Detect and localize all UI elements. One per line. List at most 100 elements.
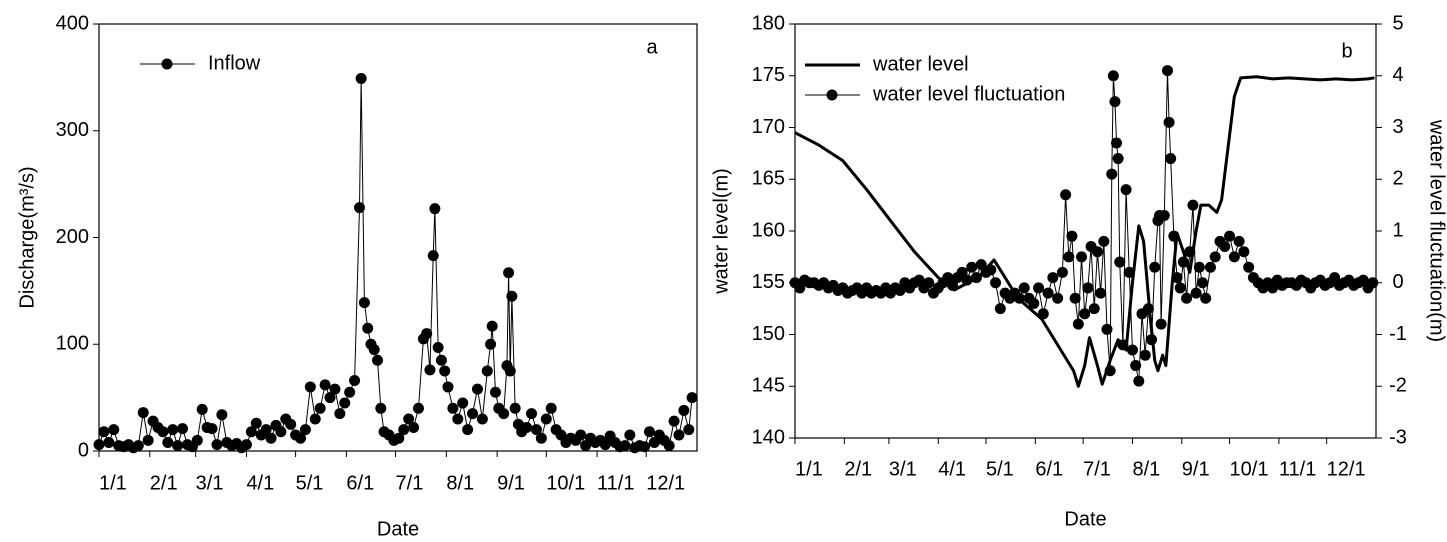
data-point (1088, 303, 1100, 315)
data-point (530, 424, 542, 436)
data-point (439, 365, 451, 377)
data-point (1060, 189, 1072, 201)
data-point (1181, 292, 1193, 304)
data-point (452, 413, 464, 425)
data-point (157, 426, 169, 438)
data-point (372, 354, 384, 366)
x-tick-label: 6/1 (346, 472, 374, 494)
data-point (1018, 282, 1030, 294)
data-point (678, 404, 690, 416)
data-point (1056, 266, 1068, 278)
data-point (1190, 287, 1202, 299)
data-point (393, 432, 405, 444)
data-point (1037, 308, 1049, 320)
data-point (93, 439, 105, 451)
data-point (314, 402, 326, 414)
series-line (794, 70, 1374, 382)
data-point (467, 408, 479, 420)
y-axis-label: water level(m) (710, 168, 732, 295)
data-point (1204, 261, 1216, 273)
data-point (1042, 287, 1054, 299)
data-point (275, 426, 287, 438)
data-point (299, 424, 311, 436)
y2-tick-label: 2 (1392, 168, 1403, 190)
data-point (329, 383, 341, 395)
data-point (1367, 277, 1379, 289)
y2-tick-label: 5 (1392, 12, 1403, 34)
legend-label: Inflow (208, 52, 261, 74)
y2-tick-label: -1 (1389, 323, 1407, 345)
plot-frame (98, 23, 698, 452)
data-point (1066, 230, 1078, 242)
y-tick-label: 140 (752, 426, 785, 448)
x-tick-label: 1/1 (795, 458, 823, 480)
x-tick-label: 4/1 (938, 458, 966, 480)
data-point (447, 402, 459, 414)
data-point (334, 408, 346, 420)
data-point (1171, 272, 1183, 284)
x-tick-label: 6/1 (1035, 458, 1063, 480)
y-tick-label: 180 (752, 12, 785, 34)
data-point (1142, 303, 1154, 315)
data-point (424, 364, 436, 376)
data-point (412, 402, 424, 414)
data-point (1072, 318, 1084, 330)
data-point (575, 429, 587, 441)
y-tick-label: 200 (56, 226, 89, 248)
data-point (1033, 282, 1045, 294)
x-tick-label: 4/1 (246, 472, 274, 494)
data-point (624, 429, 636, 441)
data-point (285, 418, 297, 430)
data-point (498, 408, 510, 420)
data-point (1168, 230, 1180, 242)
x-tick-label: 9/1 (497, 472, 525, 494)
data-point (1013, 292, 1025, 304)
data-point (142, 434, 154, 446)
data-point (250, 417, 262, 429)
data-point (368, 344, 380, 356)
data-point (172, 440, 184, 452)
legend-marker (826, 89, 838, 101)
data-point (339, 397, 351, 409)
data-point (191, 434, 203, 446)
data-point (1047, 272, 1059, 284)
data-point (265, 432, 277, 444)
data-point (1238, 246, 1250, 258)
y-tick-label: 170 (752, 116, 785, 138)
data-point (1109, 96, 1121, 108)
data-point (503, 267, 515, 279)
data-point (1095, 287, 1107, 299)
data-point (1052, 292, 1064, 304)
data-point (599, 439, 611, 451)
data-point (1165, 153, 1177, 165)
data-point (1177, 256, 1189, 268)
data-point (362, 322, 374, 334)
data-point (240, 439, 252, 451)
data-point (673, 429, 685, 441)
data-point (643, 426, 655, 438)
data-point (471, 383, 483, 395)
data-point (619, 440, 631, 452)
data-point (535, 432, 547, 444)
data-point (432, 341, 444, 353)
data-point (1174, 282, 1186, 294)
y2-tick-label: 4 (1392, 64, 1403, 86)
data-point (462, 424, 474, 436)
data-point (457, 397, 469, 409)
data-point (435, 354, 447, 366)
y-tick-label: 165 (752, 168, 785, 190)
y2-tick-label: 3 (1392, 116, 1403, 138)
y-tick-label: 100 (56, 333, 89, 355)
data-point (1139, 349, 1151, 361)
data-point (1228, 251, 1240, 263)
y-tick-label: 0 (78, 439, 89, 461)
data-point (304, 381, 316, 393)
data-point (132, 440, 144, 452)
x-axis-label: Date (1064, 508, 1106, 530)
data-point (1120, 184, 1132, 196)
x-tick-label: 3/1 (889, 458, 917, 480)
y2-tick-label: 0 (1392, 271, 1403, 293)
data-point (486, 320, 498, 332)
data-point (421, 328, 433, 340)
